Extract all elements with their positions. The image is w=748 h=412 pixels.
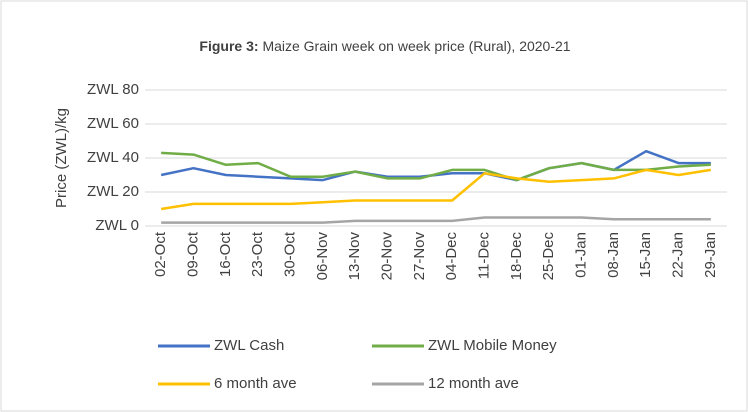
title-label: Figure 3: <box>199 38 258 54</box>
legend-label: ZWL Mobile Money <box>428 337 557 354</box>
legend-label: 6 month ave <box>214 375 297 392</box>
x-tick-label: 23-Oct <box>249 231 266 277</box>
title-text: Maize Grain week on week price (Rural), … <box>262 38 570 54</box>
chart-title: Figure 3: Maize Grain week on week price… <box>199 38 570 54</box>
series-line <box>160 168 712 211</box>
x-tick-label: 09-Oct <box>184 231 201 277</box>
x-tick-label: 08-Jan <box>605 232 622 278</box>
x-tick-label: 18-Dec <box>508 232 525 281</box>
series-line <box>161 216 711 224</box>
x-tick-label: 02-Oct <box>152 231 169 277</box>
x-tick-label: 13-Nov <box>346 232 363 281</box>
x-tick-label: 27-Nov <box>411 232 428 281</box>
x-tick-label: 11-Dec <box>475 232 492 280</box>
x-tick-label: 29-Jan <box>702 232 719 278</box>
x-tick-label: 20-Nov <box>378 232 395 281</box>
y-tick-label: ZWL 80 <box>87 81 139 98</box>
x-tick-label: 04-Dec <box>443 232 460 281</box>
series-line <box>161 151 711 182</box>
y-tick-label: ZWL 40 <box>87 149 139 166</box>
x-tick-label: 30-Oct <box>281 231 298 277</box>
x-tick-label: 25-Dec <box>540 232 557 281</box>
legend-label: ZWL Cash <box>214 337 284 354</box>
x-tick-label: 06-Nov <box>314 232 331 281</box>
y-axis-title: Price (ZWL)/kg <box>53 108 70 208</box>
x-tick-label: 16-Oct <box>217 231 234 277</box>
y-tick-label: ZWL 20 <box>87 183 139 200</box>
x-tick-label: 22-Jan <box>669 232 686 278</box>
legend-label: 12 month ave <box>428 375 519 392</box>
x-tick-label: 01-Jan <box>572 232 589 278</box>
x-tick-label: 15-Jan <box>637 232 654 278</box>
y-tick-label: ZWL 60 <box>87 115 139 132</box>
y-tick-label: ZWL 0 <box>95 217 139 234</box>
